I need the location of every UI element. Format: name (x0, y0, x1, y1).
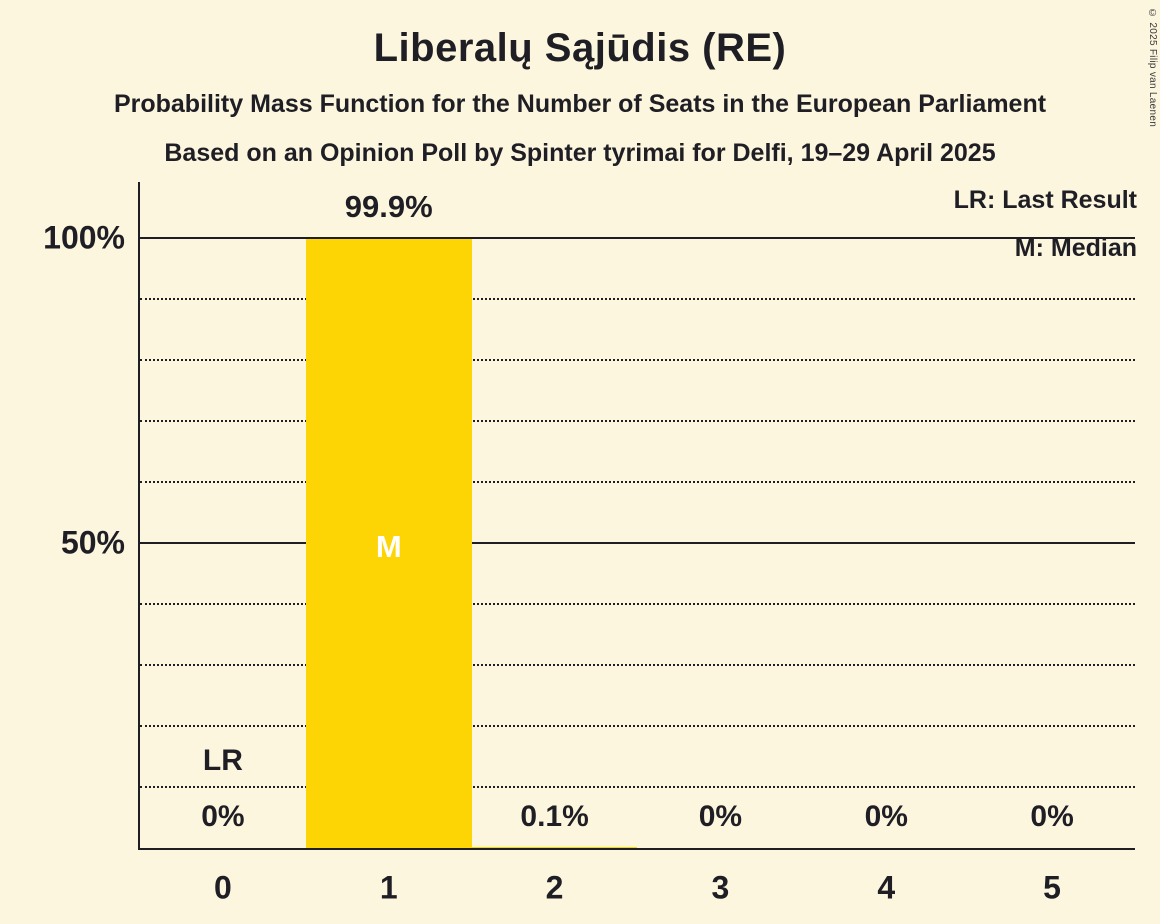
x-axis-line (138, 848, 1135, 850)
value-label-seat-2: 0.1% (520, 800, 589, 833)
x-tick-label-4: 4 (877, 869, 896, 906)
gridline-dotted-10 (140, 786, 1135, 788)
value-label-seat-1: 99.9% (344, 189, 433, 224)
value-label-seat-3: 0% (698, 800, 743, 833)
value-label-seat-4: 0% (864, 800, 908, 833)
gridline-dotted-80 (140, 359, 1135, 361)
gridline-dotted-70 (140, 420, 1135, 422)
x-tick-label-5: 5 (1043, 869, 1061, 906)
legend-last-result: LR: Last Result (953, 186, 1137, 214)
chart-title: Liberalų Sąjūdis (RE) (373, 26, 787, 70)
gridline-dotted-40 (140, 603, 1135, 605)
last-result-marker: LR (202, 744, 243, 777)
x-tick-label-1: 1 (379, 869, 398, 906)
gridline-solid-50 (140, 542, 1135, 544)
value-label-seat-5: 0% (1030, 800, 1074, 833)
y-tick-label-50: 50% (60, 524, 125, 561)
gridline-dotted-60 (140, 481, 1135, 483)
gridline-dotted-90 (140, 298, 1135, 300)
gridline-dotted-20 (140, 725, 1135, 727)
copyright-notice: © 2025 Filip van Laenen (1147, 8, 1158, 128)
x-tick-label-0: 0 (214, 869, 232, 906)
chart-subtitle: Probability Mass Function for the Number… (113, 90, 1047, 118)
bar-seat-2 (471, 847, 638, 848)
y-tick-label-100: 100% (43, 219, 125, 256)
x-tick-label-3: 3 (711, 869, 730, 906)
gridline-solid-100 (140, 237, 1135, 239)
bar-seat-1 (305, 238, 472, 848)
gridline-dotted-30 (140, 664, 1135, 666)
x-tick-label-2: 2 (545, 869, 564, 906)
value-label-seat-0: 0% (201, 800, 245, 833)
chart-source-line: Based on an Opinion Poll by Spinter tyri… (164, 139, 996, 167)
median-marker: M (375, 529, 402, 564)
y-axis-line (138, 182, 140, 850)
